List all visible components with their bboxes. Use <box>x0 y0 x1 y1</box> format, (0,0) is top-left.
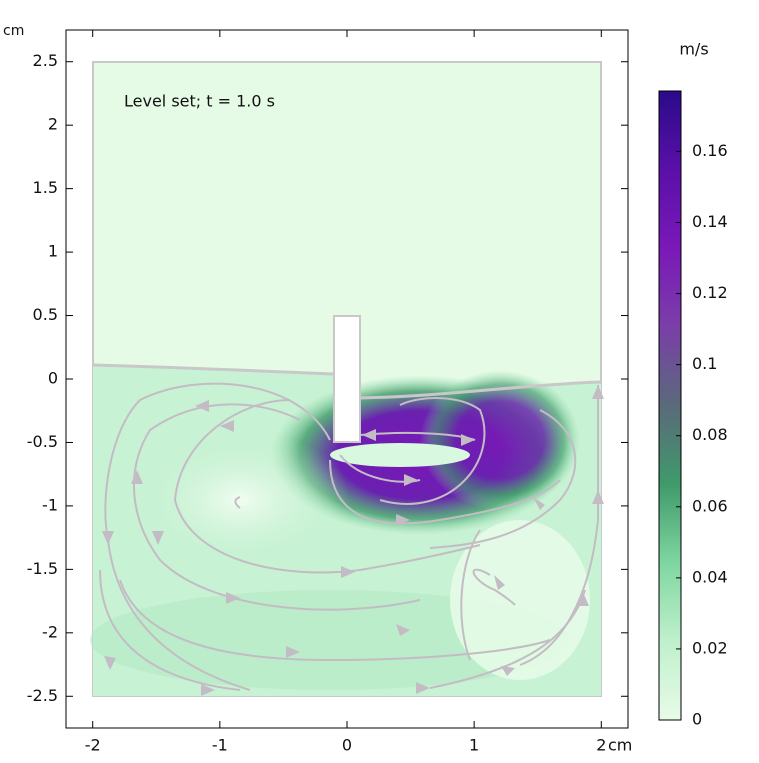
y-tick-label: 0 <box>48 369 58 388</box>
eddy-region <box>130 430 350 570</box>
plate <box>333 315 361 443</box>
y-tick-label: 2 <box>48 115 58 134</box>
bottom-region <box>90 590 570 690</box>
x-tick-label: -1 <box>212 736 228 755</box>
y-tick-label: 1 <box>48 242 58 261</box>
colorbar-tick-label: 0.1 <box>692 354 717 373</box>
x-tick-label: 1 <box>469 736 479 755</box>
y-tick-label: -2 <box>42 622 58 641</box>
y-tick-label: -2.5 <box>27 686 58 705</box>
y-unit: cm <box>3 23 24 39</box>
y-tick-label: -0.5 <box>27 432 58 451</box>
y-tick-label: 0.5 <box>33 305 58 324</box>
y-tick-label: -1.5 <box>27 559 58 578</box>
streamlines <box>99 382 599 691</box>
colorbar-tick-label: 0 <box>692 710 702 729</box>
colorbar-unit: m/s <box>679 40 708 59</box>
colorbar <box>658 90 682 721</box>
x-tick-label: 2 <box>596 736 606 755</box>
colorbar-tick-label: 0.14 <box>692 212 728 231</box>
x-unit: cm <box>608 736 632 755</box>
colorbar-tick-label: 0.02 <box>692 638 728 657</box>
colorbar-tick-label: 0.06 <box>692 496 728 515</box>
y-tick-label: -1 <box>42 495 58 514</box>
colorbar-tick-label: 0.12 <box>692 283 728 302</box>
x-tick-label: 0 <box>342 736 352 755</box>
colorbar-tick-label: 0.04 <box>692 567 728 586</box>
y-tick-label: 2.5 <box>33 51 58 70</box>
stream-arrows <box>102 385 604 696</box>
jet-core <box>330 443 470 467</box>
y-tick-label: 1.5 <box>33 178 58 197</box>
interface <box>92 363 602 400</box>
colorbar-tick-label: 0.08 <box>692 425 728 444</box>
x-tick-label: -2 <box>85 736 101 755</box>
colorbar-tick-label: 0.16 <box>692 141 728 160</box>
plot-title: Level set; t = 1.0 s <box>124 92 275 111</box>
jet-region <box>420 370 580 510</box>
